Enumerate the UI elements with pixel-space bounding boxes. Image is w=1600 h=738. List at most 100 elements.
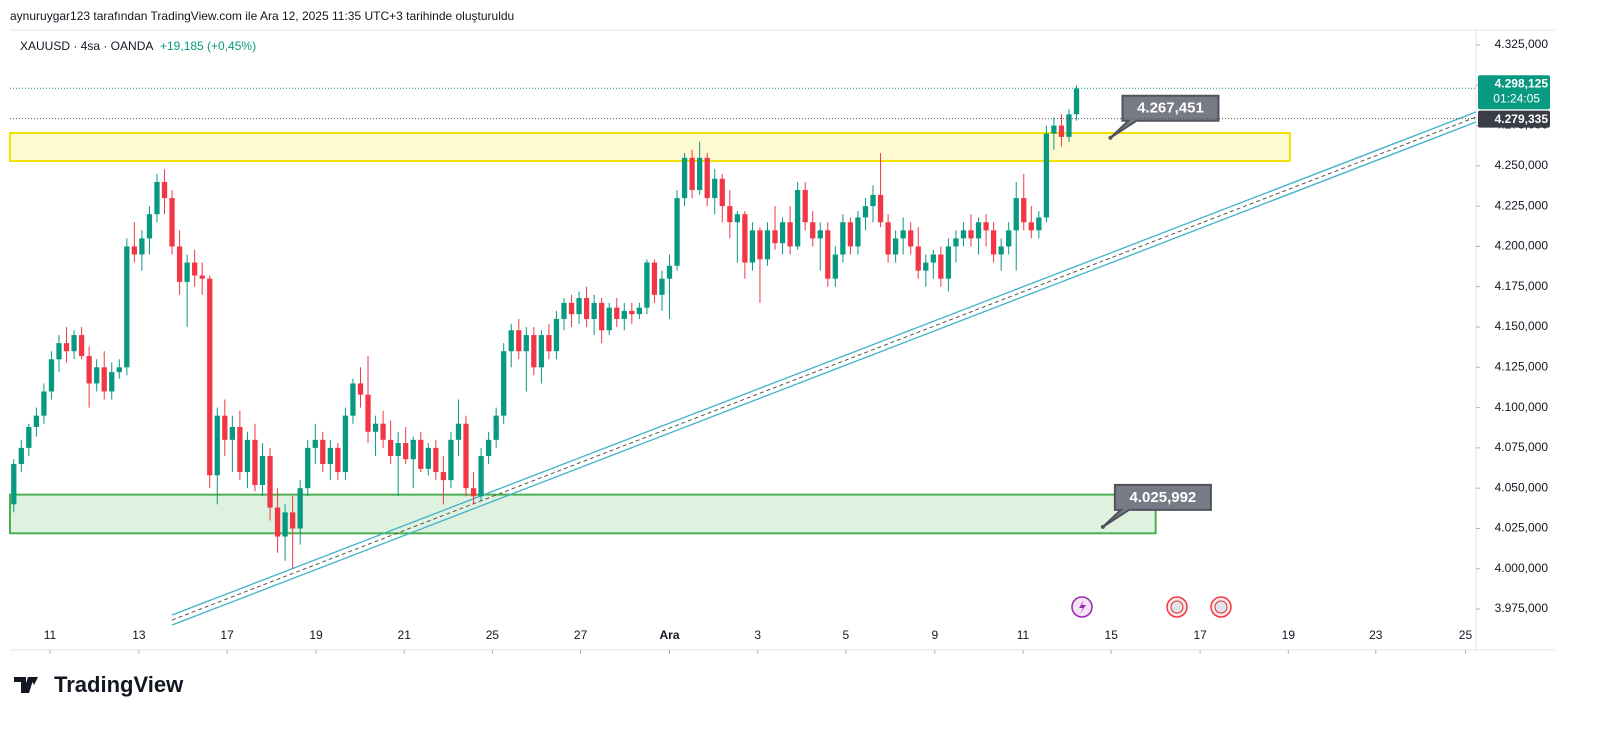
candle-body [674, 198, 680, 266]
y-tick-label: 4.000,000 [1495, 561, 1549, 575]
y-tick-label: 4.050,000 [1495, 480, 1549, 494]
candle-body [418, 439, 424, 469]
candle-body [644, 262, 650, 308]
candle-body [252, 439, 258, 485]
candle-body [516, 330, 522, 352]
y-tick-label: 4.225,000 [1495, 198, 1549, 212]
candle-body [734, 214, 740, 223]
header: aynuruygar123 tarafından TradingView.com… [10, 9, 514, 23]
y-tick-label: 4.250,000 [1495, 158, 1549, 172]
candle-body [214, 415, 220, 476]
candle-body [448, 439, 454, 481]
candle-body [681, 157, 688, 199]
candle-body [470, 488, 477, 497]
candle-body [975, 222, 982, 239]
candle-body [900, 230, 906, 239]
candle-body [199, 275, 205, 279]
candle-body [78, 335, 85, 357]
candle-body [63, 343, 70, 352]
candle-body [749, 230, 756, 263]
candle-body [455, 423, 462, 440]
candle-body [840, 222, 846, 255]
candle-body [1013, 198, 1019, 231]
candle-body [395, 443, 401, 456]
symbol: XAUUSD · 4sa · OANDA [20, 39, 153, 53]
candle-body [1036, 217, 1042, 231]
candle-body [508, 330, 514, 352]
candle-body [101, 367, 107, 392]
candle-body [335, 447, 341, 473]
event-icons [1071, 596, 1232, 618]
candle-body [523, 335, 529, 352]
candle-body [802, 190, 808, 223]
candle-body [274, 507, 281, 537]
prev-close-label: 4.279,335 [1495, 112, 1549, 126]
candle-body [312, 439, 318, 448]
candle-body [11, 464, 17, 505]
y-tick-label: 4.075,000 [1495, 440, 1549, 454]
y-tick-label: 4.125,000 [1495, 359, 1549, 373]
y-tick-label: 4.150,000 [1495, 319, 1549, 333]
candle-body [892, 238, 899, 255]
candle-body [161, 181, 168, 199]
candle-body [259, 455, 266, 485]
candle-body [154, 181, 160, 215]
candle-body [960, 230, 967, 239]
candle-body [885, 222, 891, 255]
candle-body [116, 367, 122, 373]
x-tick-label: Ara [660, 628, 680, 642]
candle-body [1028, 222, 1034, 231]
candle-body [945, 246, 952, 279]
candle-body [546, 335, 552, 352]
candle-body [48, 359, 55, 392]
candle-body [176, 246, 183, 282]
candle-body [493, 415, 499, 440]
candle-body [968, 230, 974, 239]
y-tick-label: 4.325,000 [1495, 37, 1549, 51]
zone [9, 493, 1157, 535]
candle-body [930, 254, 936, 263]
candle-body [606, 307, 612, 331]
x-tick-label: 19 [309, 628, 323, 642]
x-tick-label: 11 [44, 628, 57, 642]
candle-body [372, 423, 379, 432]
candle-body [290, 512, 296, 529]
candle-body [568, 302, 575, 315]
x-tick-label: 3 [754, 628, 761, 642]
candle-body [297, 488, 303, 529]
candle-body [244, 439, 251, 473]
candle-body [614, 307, 620, 319]
candle-body [146, 214, 153, 239]
candle-body [1051, 125, 1057, 134]
candle-body [320, 439, 326, 465]
trend-edge [171, 121, 1477, 626]
change: +19,185 (+0,45%) [160, 39, 256, 53]
last-price-label: 4.298,125 [1495, 76, 1549, 90]
candle-body [553, 318, 560, 352]
candle-body [86, 356, 92, 384]
callout-label: 4.025,992 [1130, 489, 1197, 506]
candle-body [712, 178, 718, 199]
candle-body [990, 230, 997, 255]
callout-box [1102, 483, 1212, 528]
candle-body [538, 335, 545, 368]
candle-body [425, 447, 431, 469]
x-tick-label: 23 [1369, 628, 1383, 642]
candle-body [485, 439, 492, 456]
candle-body [727, 206, 733, 223]
callout-anchor [1108, 135, 1113, 140]
candle-body [659, 278, 665, 295]
x-tick-label: 9 [931, 628, 938, 642]
x-tick-label: 11 [1017, 628, 1030, 642]
candle-body [357, 383, 364, 395]
candle-body [282, 512, 288, 537]
callout-anchor [1100, 524, 1105, 529]
zone [9, 131, 1291, 163]
y-tick-label: 3.975,000 [1495, 601, 1549, 615]
candle-body [742, 214, 748, 263]
candle-body [810, 222, 816, 239]
candle-body [953, 238, 959, 247]
x-tick-label: 17 [220, 628, 234, 642]
